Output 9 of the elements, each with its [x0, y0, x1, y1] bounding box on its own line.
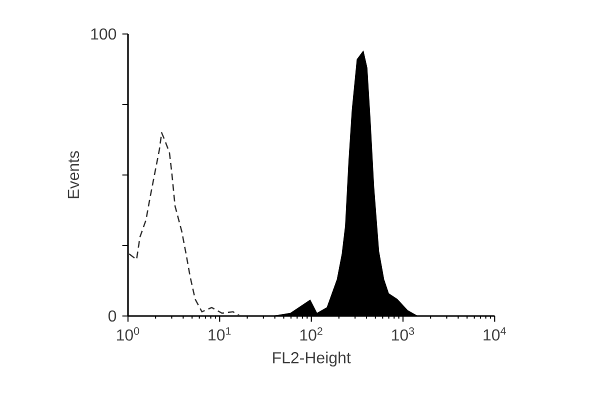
x-tick-label: 10$^{1}$: [208, 327, 231, 341]
y-tick-label: 100: [91, 28, 116, 40]
x-axis-title: FL2-Height: [273, 352, 351, 367]
y-axis-title: Events: [68, 151, 80, 198]
x-tick-label: 10$^{0}$: [117, 327, 140, 341]
x-tick-label: 10$^{3}$: [392, 327, 414, 341]
x-tick-label: 10$^{2}$: [300, 327, 322, 341]
x-tick-label: 10$^{4}$: [484, 327, 506, 341]
y-tick-label: 0: [108, 310, 116, 322]
